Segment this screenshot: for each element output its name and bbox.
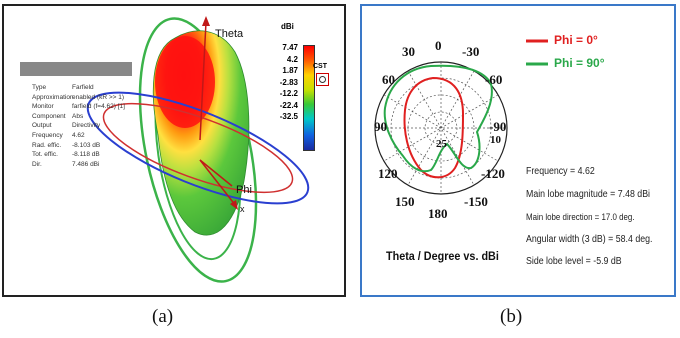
farfield-3d-pattern [86, 16, 310, 283]
angle-label-neg120: -120 [481, 166, 505, 181]
stat-side-lobe-level: Side lobe level = -5.9 dB [526, 256, 622, 267]
angle-label-150: 150 [395, 194, 415, 209]
colorbar [303, 45, 315, 151]
angle-label-120: 120 [378, 166, 398, 181]
polar-grid-circle [407, 94, 475, 162]
angle-label-neg30: -30 [462, 44, 480, 59]
colorbar-tick-label: -12.2 [279, 89, 298, 98]
phi-90-trace [383, 64, 493, 173]
polar-plot-caption: Theta / Degree vs. dBi [386, 249, 499, 263]
x-arrow [230, 200, 238, 210]
info-row: Type Farfield [32, 83, 142, 93]
info-key: Dir. [32, 160, 42, 168]
colorbar-tick-label: -22.4 [279, 100, 298, 110]
angle-label-0: 0 [435, 38, 442, 53]
radial-label-25: 25 [436, 138, 447, 150]
info-value: farfield (f=4.62) [1] [72, 103, 125, 111]
colorbar-tick-label: 7.47 [282, 43, 298, 52]
colorbar-tick-label: 1.87 [282, 66, 298, 75]
radial-label-10: 10 [490, 134, 501, 146]
angle-label-neg90: -90 [489, 119, 507, 134]
info-row: Output Directivity [32, 121, 142, 131]
phi-axis-line [199, 159, 233, 187]
info-row: Dir. 7.486 dBi [32, 160, 142, 170]
info-row: Frequency 4.62 [32, 131, 142, 141]
info-key: Approximation [32, 93, 74, 101]
angle-label-90: 90 [374, 119, 387, 134]
stat-angular-width: Angular width (3 dB) = 58.4 deg. [526, 234, 653, 245]
colorbar-tick-label: -32.5 [279, 112, 298, 121]
info-value: Abs [72, 112, 84, 120]
farfield-info-table: Type Farfield Approximation enabled (kR >> … [32, 83, 142, 169]
polar-plot [374, 39, 548, 195]
info-row: Monitor farfield (f=4.62) [1] [32, 102, 142, 112]
info-key: Monitor [32, 103, 54, 111]
theta-axis-label: Theta [215, 28, 244, 40]
stat-main-lobe-magnitude: Main lobe magnitude = 7.48 dBi [526, 189, 651, 200]
info-value: -8.103 dB [72, 141, 101, 149]
theta-arrow [202, 16, 210, 26]
polar-plot-panel [360, 4, 676, 297]
colorbar-unit: dBi [281, 22, 294, 31]
legend-phi-0: Phi = 0° [554, 33, 598, 47]
angle-label-neg150: -150 [464, 194, 488, 209]
info-value: 7.486 dBi [72, 160, 100, 168]
info-key: Component [32, 112, 66, 120]
info-key: Frequency [32, 131, 63, 139]
angle-label-180: 180 [428, 206, 448, 221]
info-key: Tot. effic. [32, 151, 58, 159]
phi-axis-label: Phi [236, 184, 252, 196]
x-axis-label: x [240, 204, 245, 214]
stat-main-lobe-direction: Main lobe direction = 17.0 deg. [526, 212, 635, 222]
info-value: enabled (kR >> 1) [72, 93, 125, 101]
info-value: 4.62 [72, 131, 85, 139]
info-row: Approximation enabled (kR >> 1) [32, 93, 142, 103]
info-value: Farfield [72, 84, 94, 91]
blue-ring [86, 91, 310, 205]
angle-label-neg60: -60 [485, 72, 503, 87]
caption-a: (a) [152, 306, 174, 327]
angle-label-60: 60 [382, 72, 395, 87]
colorbar-tick-label: 4.2 [286, 54, 298, 64]
caption-b: (b) [500, 306, 523, 327]
info-key: Type [32, 84, 47, 91]
info-key: Rad. effic. [32, 141, 62, 149]
info-row: Rad. effic. -8.103 dB [32, 141, 142, 151]
info-value: -8.118 dB [72, 151, 100, 159]
info-value: Directivity [72, 122, 101, 130]
info-row: Component Abs [32, 112, 142, 122]
theta-axis-line [199, 21, 207, 141]
x-axis-line [199, 159, 237, 207]
red-ring [102, 102, 294, 194]
colorbar-tick-label: -2.83 [279, 77, 298, 87]
stat-frequency: Frequency = 4.62 [526, 166, 595, 177]
cst-logo: CST [313, 63, 327, 70]
main-lobe-hotspot [155, 36, 215, 128]
phi-0-trace [403, 76, 465, 179]
cst-logo-icon [316, 73, 329, 86]
legend-phi-90: Phi = 90° [554, 56, 605, 70]
info-key: Output [32, 122, 52, 130]
info-panel-header [20, 62, 132, 76]
info-row: Tot. effic. -8.118 dB [32, 150, 142, 160]
angle-label-30: 30 [402, 44, 415, 59]
colorbar-labels: 7.47 4.2 1.87 -2.83 -12.2 -22.4 -32.5 [266, 42, 298, 123]
